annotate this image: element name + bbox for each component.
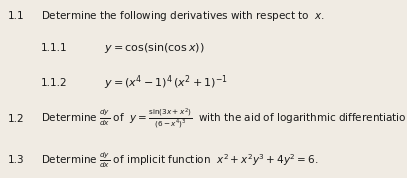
- Text: 1.1: 1.1: [7, 11, 24, 21]
- Text: 1.1.1: 1.1.1: [41, 43, 67, 53]
- Text: Determine $\frac{dy}{dx}$ of implicit function  $x^2 + x^2y^3 + 4y^2 = 6$.: Determine $\frac{dy}{dx}$ of implicit fu…: [41, 150, 318, 170]
- Text: $y = (x^4-1)^4\,(x^2+1)^{-1}$: $y = (x^4-1)^4\,(x^2+1)^{-1}$: [104, 74, 228, 92]
- Text: Determine $\frac{dy}{dx}$ of  $y = \frac{\sin(3x+x^2)}{(6-x^4)^3}$  with the aid: Determine $\frac{dy}{dx}$ of $y = \frac{…: [41, 107, 407, 131]
- Text: $y = \cos(\sin(\cos x))$: $y = \cos(\sin(\cos x))$: [104, 41, 205, 55]
- Text: 1.1.2: 1.1.2: [41, 78, 67, 88]
- Text: 1.3: 1.3: [7, 155, 24, 165]
- Text: 1.2: 1.2: [7, 114, 24, 124]
- Text: Determine the following derivatives with respect to  $x$.: Determine the following derivatives with…: [41, 9, 325, 23]
